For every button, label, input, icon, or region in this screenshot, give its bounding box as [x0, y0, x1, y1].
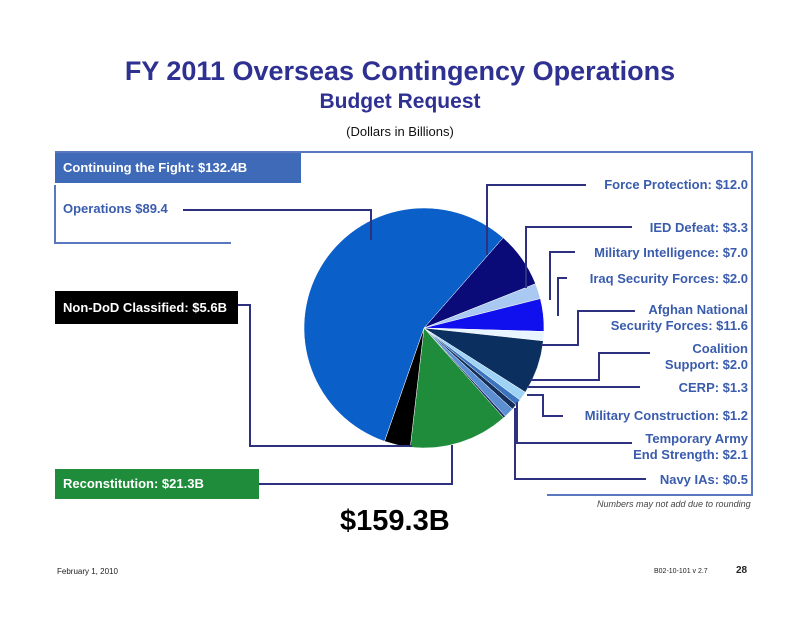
- leader-ied: [525, 226, 632, 288]
- rounding-note: Numbers may not add due to rounding: [597, 499, 751, 509]
- leader-milcon: [527, 394, 563, 417]
- leader-classified: [238, 304, 412, 447]
- unit-note: (Dollars in Billions): [346, 124, 454, 139]
- chart-title: FY 2011 Overseas Contingency Operations: [124, 56, 676, 86]
- leader-lines: [183, 184, 650, 485]
- leader-force-protection: [486, 184, 586, 255]
- page-number: 28: [736, 565, 748, 576]
- leader-coalition: [530, 352, 650, 381]
- total-amount: $159.3B: [340, 505, 450, 537]
- group-bracket: [55, 151, 753, 496]
- chart-subtitle: Budget Request: [319, 90, 481, 113]
- pie-slice-reconstitution: [410, 327, 504, 449]
- label-coalition-line2: Support: $2.0: [664, 357, 748, 372]
- label-coalition-line1: Coalition: [692, 341, 748, 356]
- label-afghan-line2: Security Forces: $11.6: [610, 318, 748, 333]
- pie-slices: [303, 207, 545, 449]
- leader-navy: [514, 408, 646, 480]
- group-bracket-left: [54, 185, 231, 244]
- pie-slice-operations: [303, 207, 504, 442]
- label-navy: Navy IAs: $0.5: [659, 472, 748, 487]
- footer-date: February 1, 2010: [57, 567, 118, 576]
- footer-code: B02-10-101 v 2.7: [654, 568, 708, 575]
- leader-army: [516, 402, 632, 444]
- label-army-line2: End Strength: $2.1: [633, 447, 748, 462]
- leader-reconstitution: [259, 445, 453, 485]
- leader-operations: [183, 209, 372, 240]
- reconstitution-box: Reconstitution: $21.3B: [55, 469, 259, 499]
- leader-iraq: [557, 277, 567, 316]
- leader-afghan: [541, 310, 635, 346]
- label-milcon: Military Construction: $1.2: [584, 408, 748, 423]
- label-force-protection: Force Protection: $12.0: [604, 177, 748, 192]
- continuing-fight-box: Continuing the Fight: $132.4B: [55, 153, 301, 183]
- label-afghan-line1: Afghan National: [648, 302, 748, 317]
- label-cerp: CERP: $1.3: [678, 380, 748, 395]
- label-operations: Operations $89.4: [63, 201, 168, 216]
- classified-box: Non-DoD Classified: $5.6B: [55, 291, 238, 324]
- label-iraq: Iraq Security Forces: $2.0: [589, 271, 748, 286]
- leader-mil-intel: [549, 251, 575, 300]
- label-ied: IED Defeat: $3.3: [649, 220, 748, 235]
- label-mil-intel: Military Intelligence: $7.0: [594, 245, 748, 260]
- label-army-line1: Temporary Army: [645, 431, 748, 446]
